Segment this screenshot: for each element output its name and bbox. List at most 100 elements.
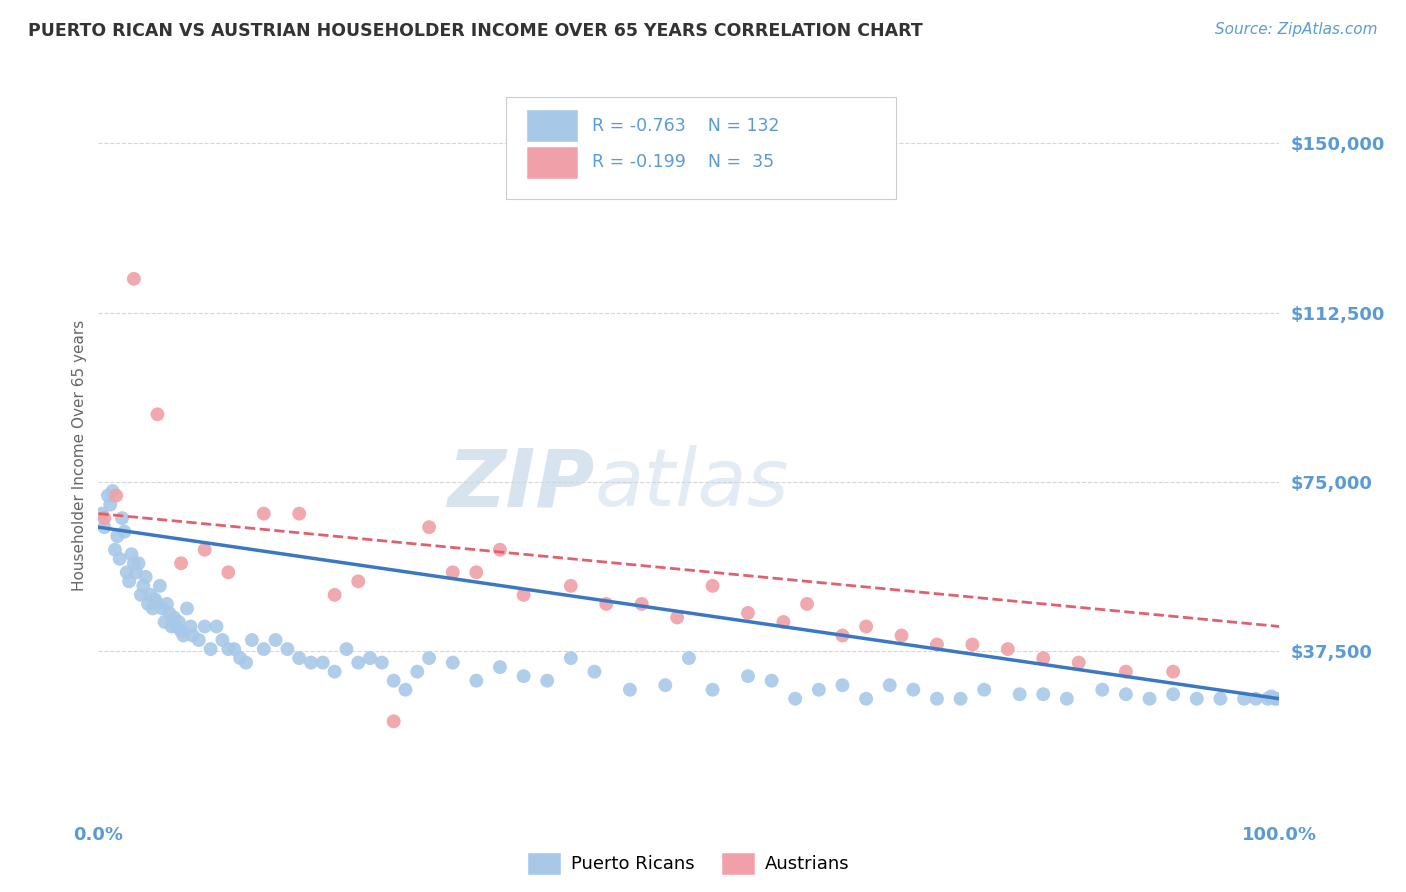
Point: [678, 651, 700, 665]
Point: [465, 673, 488, 688]
Point: [347, 574, 370, 589]
Point: [128, 556, 150, 570]
Point: [382, 673, 405, 688]
Point: [1265, 691, 1288, 706]
Point: [879, 678, 901, 692]
Point: [299, 656, 322, 670]
Point: [323, 665, 346, 679]
Point: [135, 570, 157, 584]
Text: R = -0.199    N =  35: R = -0.199 N = 35: [592, 153, 775, 171]
Point: [630, 597, 652, 611]
Point: [105, 489, 128, 503]
Point: [253, 642, 276, 657]
Point: [93, 511, 115, 525]
Point: [1067, 656, 1090, 670]
Point: [560, 579, 582, 593]
Point: [1260, 690, 1282, 704]
Point: [418, 651, 440, 665]
Point: [1115, 665, 1137, 679]
Point: [855, 619, 877, 633]
Point: [382, 714, 405, 729]
Point: [925, 691, 948, 706]
Point: [101, 483, 124, 498]
Point: [122, 556, 145, 570]
Point: [1091, 682, 1114, 697]
Point: [512, 588, 534, 602]
Point: [217, 642, 239, 657]
Point: [240, 633, 263, 648]
Point: [737, 606, 759, 620]
Point: [1008, 687, 1031, 701]
Point: [1185, 691, 1208, 706]
Point: [855, 691, 877, 706]
Point: [112, 524, 135, 539]
Point: [111, 511, 134, 525]
Point: [406, 665, 429, 679]
Point: [925, 638, 948, 652]
Point: [1032, 687, 1054, 701]
Point: [1139, 691, 1161, 706]
Point: [194, 542, 217, 557]
Point: [180, 619, 202, 633]
Text: R = -0.763    N = 132: R = -0.763 N = 132: [592, 117, 779, 135]
Point: [312, 656, 335, 670]
Point: [512, 669, 534, 683]
Point: [903, 682, 925, 697]
Point: [118, 574, 141, 589]
Point: [104, 542, 127, 557]
Point: [136, 597, 159, 611]
Point: [125, 566, 148, 580]
Point: [323, 588, 346, 602]
Point: [187, 633, 209, 648]
Point: [619, 682, 641, 697]
Point: [962, 638, 984, 652]
Point: [831, 628, 853, 642]
Point: [132, 579, 155, 593]
Point: [146, 407, 169, 421]
Point: [149, 579, 172, 593]
Point: [156, 597, 179, 611]
Point: [97, 489, 120, 503]
Point: [288, 507, 311, 521]
Point: [105, 529, 128, 543]
Point: [211, 633, 233, 648]
Point: [121, 547, 143, 561]
Point: [235, 656, 257, 670]
Point: [172, 628, 194, 642]
Point: [139, 588, 162, 602]
Point: [176, 601, 198, 615]
Point: [264, 633, 287, 648]
Point: [98, 498, 121, 512]
Legend: Puerto Ricans, Austrians: Puerto Ricans, Austrians: [520, 846, 858, 881]
Point: [181, 628, 204, 642]
Point: [949, 691, 972, 706]
Point: [1161, 665, 1184, 679]
Point: [1244, 691, 1267, 706]
Point: [253, 507, 276, 521]
Point: [157, 606, 180, 620]
Point: [1257, 691, 1279, 706]
FancyBboxPatch shape: [527, 111, 576, 141]
Point: [205, 619, 228, 633]
Point: [143, 592, 166, 607]
Point: [146, 597, 169, 611]
Point: [973, 682, 995, 697]
Point: [371, 656, 394, 670]
Point: [142, 601, 165, 615]
Point: [288, 651, 311, 665]
Point: [335, 642, 357, 657]
Point: [224, 642, 246, 657]
Point: [1115, 687, 1137, 701]
Point: [170, 556, 193, 570]
Point: [536, 673, 558, 688]
Point: [91, 507, 114, 521]
Point: [583, 665, 606, 679]
Point: [115, 566, 138, 580]
Point: [737, 669, 759, 683]
Point: [217, 566, 239, 580]
Point: [165, 619, 187, 633]
Point: [831, 678, 853, 692]
Point: [890, 628, 912, 642]
Point: [666, 610, 689, 624]
Point: [807, 682, 830, 697]
